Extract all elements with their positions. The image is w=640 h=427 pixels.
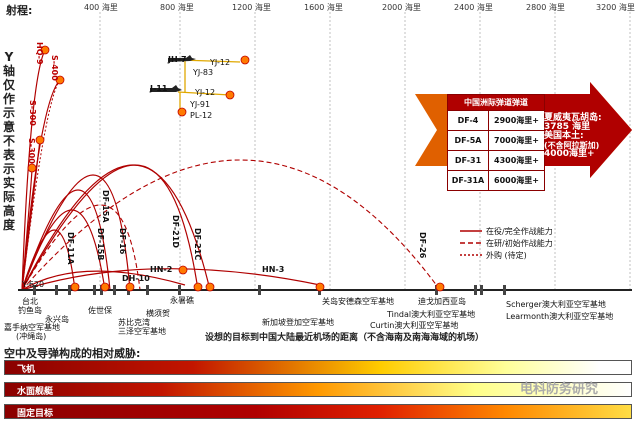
base-misawa: 三泽空军基地 <box>118 327 166 336</box>
tick-1200: 1200 海里 <box>232 3 271 12</box>
base-diaoyu: 钓鱼岛 <box>18 306 42 315</box>
target-usa: 美国本土: <box>544 131 584 141</box>
icbm-table-title: 中国洲际弹道弹道 <box>448 95 544 110</box>
base-guam: 关岛安德森空军基地 <box>322 297 394 306</box>
aircraft-label-jh7: JH-7 <box>168 55 187 64</box>
legend-dotted-line-icon <box>460 254 482 256</box>
icbm-range: 6000海里+ <box>494 176 539 185</box>
missile-label-df21c: DF-21C <box>193 228 202 261</box>
tick-1600: 1600 海里 <box>304 3 343 12</box>
missile-label-df15b: DF-15B <box>96 228 105 261</box>
missile-label-s300b: S-300 <box>27 138 36 164</box>
target-usa-note: (不含阿拉斯加) <box>544 141 600 150</box>
aircraft-label-j11: J-11 <box>150 84 168 93</box>
threat-title: 空中及导弹构成的相对威胁: <box>4 347 141 360</box>
base-tindal: Tindal澳大利亚空军基地 <box>387 310 476 319</box>
icbm-targets: 夏威夷瓦胡岛: 3785 海里 美国本土: (不含阿拉斯加) 4000海里+ <box>544 114 602 159</box>
tick-400: 400 海里 <box>84 3 118 12</box>
cruise-label-hn3: HN-3 <box>262 265 285 274</box>
base-tengah: 新加坡登加空军基地 <box>262 318 334 327</box>
base-learmonth: Learmonth澳大利亚空军基地 <box>506 312 614 321</box>
icbm-row: DF-5A 7000海里+ <box>448 130 544 150</box>
tick-2800: 2800 海里 <box>526 3 565 12</box>
missile-label-df26: DF-26 <box>418 232 427 259</box>
target-hawaii-range: 3785 海里 <box>544 122 591 132</box>
base-sasebo: 佐世保 <box>88 306 112 315</box>
base-yongxing: 永兴岛 <box>45 315 69 324</box>
aircraft-label-pl12: PL-12 <box>190 111 213 120</box>
yaxis-note: Y轴仅作示意不表示实际高度 <box>2 50 15 232</box>
target-hawaii: 夏威夷瓦胡岛: <box>544 113 602 123</box>
tick-2000: 2000 海里 <box>382 3 421 12</box>
threat-bar-fixed-targets: 固定目标 <box>4 404 632 419</box>
legend-label: 在役/完全作战能力 <box>486 226 553 236</box>
threat-bar-label: 水面舰艇 <box>17 387 54 397</box>
icbm-name: DF-5A <box>448 131 489 150</box>
base-diego-garcia: 迪戈加西亚岛 <box>418 297 466 306</box>
base-yokosuka: 横须贺 <box>146 309 170 318</box>
aircraft-label-yj91: YJ-91 <box>190 100 211 109</box>
icbm-name: DF-31 <box>448 151 489 170</box>
icbm-name: DF-31A <box>448 171 489 190</box>
icbm-range: 4300海里+ <box>494 156 539 165</box>
legend-item-foreign: 外购 (待定) <box>460 249 553 261</box>
missile-label-y620: Y-620 <box>22 280 45 289</box>
axis-caption: 设想的目标到中国大陆最近机场的距离（不含海南及南海海域的机场） <box>205 333 485 343</box>
legend-dashed-line-icon <box>460 242 482 244</box>
missile-label-df16: DF-16 <box>118 228 127 255</box>
icbm-range: 2900海里+ <box>494 116 539 125</box>
target-usa-range: 4000海里+ <box>544 149 595 159</box>
icbm-row: DF-31 4300海里+ <box>448 150 544 170</box>
legend-item-deployed: 在役/完全作战能力 <box>460 225 553 237</box>
missile-label-s300a: S-300 <box>28 100 37 126</box>
legend: 在役/完全作战能力 在研/初始作战能力 外购 (待定) <box>460 225 553 261</box>
threat-bar-aircraft: 飞机 <box>4 360 632 375</box>
tick-3200: 3200 海里 <box>596 3 635 12</box>
legend-label: 在研/初始作战能力 <box>486 238 553 248</box>
icbm-row: DF-4 2900海里+ <box>448 110 544 130</box>
cruise-label-hn2: HN-2 <box>150 265 173 274</box>
base-subic: 苏比克湾 <box>118 318 150 327</box>
tick-2400: 2400 海里 <box>454 3 493 12</box>
aircraft-label-yj12b: YJ-12 <box>195 88 216 97</box>
icbm-table: 中国洲际弹道弹道 DF-4 2900海里+ DF-5A 7000海里+ DF-3… <box>447 94 545 191</box>
base-taipei: 台北 <box>22 297 38 306</box>
range-label: 射程: <box>6 4 33 17</box>
threat-bar-label: 固定目标 <box>17 409 54 419</box>
icbm-row: DF-31A 6000海里+ <box>448 170 544 190</box>
icbm-name: DF-4 <box>448 111 489 130</box>
aircraft-label-yj83: YJ-83 <box>193 68 214 77</box>
legend-label: 外购 (待定) <box>486 250 527 260</box>
threat-bar-surface-ships: 水面舰艇 <box>4 382 632 397</box>
missile-label-s400: S-400 <box>50 55 59 81</box>
legend-item-developing: 在研/初始作战能力 <box>460 237 553 249</box>
missile-label-df21d: DF-21D <box>171 215 180 248</box>
cruise-label-dh10: DH-10 <box>122 274 150 283</box>
missile-label-df11a: DF-11A <box>66 232 75 265</box>
missile-label-df15a: DF-15A <box>101 190 110 223</box>
threat-bar-label: 飞机 <box>17 365 36 375</box>
base-kadena: 嘉手纳空军基地 <box>4 323 60 332</box>
base-okinawa: (冲绳岛) <box>16 332 47 341</box>
aircraft-label-yj12a: YJ-12 <box>210 58 231 67</box>
tick-800: 800 海里 <box>160 3 194 12</box>
watermark: 电科防务研究 <box>520 382 599 397</box>
missile-label-hq9: HQ-9 <box>35 42 44 65</box>
base-fiery-cross: 永暑礁 <box>170 296 194 305</box>
base-curtin: Curtin澳大利亚空军基地 <box>370 321 459 330</box>
base-scherger: Scherger澳大利亚空军基地 <box>506 300 606 309</box>
icbm-range: 7000海里+ <box>494 136 539 145</box>
legend-solid-line-icon <box>460 230 482 232</box>
